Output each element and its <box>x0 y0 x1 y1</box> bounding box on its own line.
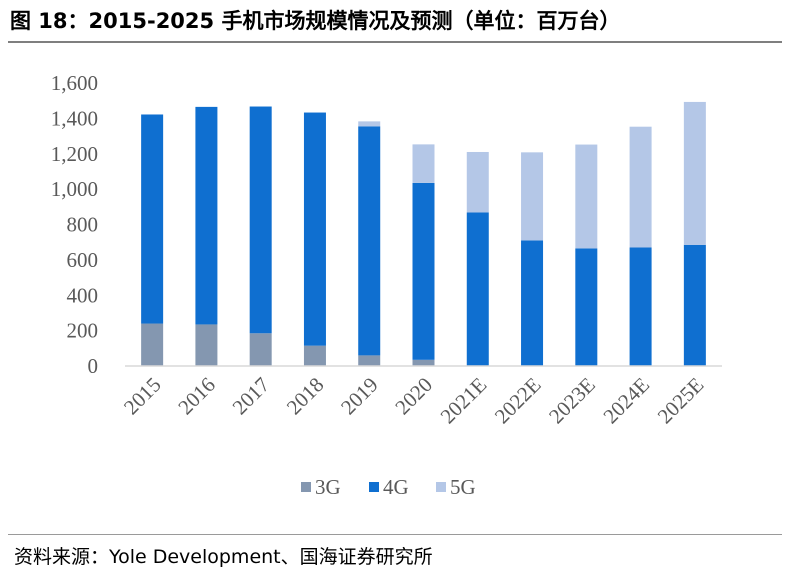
bar-4G-2025E <box>683 244 706 366</box>
bar-5G-2019 <box>358 121 381 127</box>
source-note: 资料来源：Yole Development、国海证券研究所 <box>14 546 433 568</box>
legend-label-4G: 4G <box>383 475 409 499</box>
bar-4G-2016 <box>195 106 218 325</box>
legend-label-3G: 3G <box>315 475 341 499</box>
bar-3G-2018 <box>303 345 326 366</box>
bar-3G-2016 <box>195 324 218 366</box>
y-tick-label: 1,000 <box>51 177 98 201</box>
bar-4G-2023E <box>575 248 598 366</box>
x-tick-label: 2019 <box>336 373 383 420</box>
bar-4G-2019 <box>358 126 381 356</box>
x-axis-ticks: 2015 2016 2017 2018 2019 20202021E2022E2023E2… <box>119 373 708 429</box>
x-tick-label: 2025E <box>653 373 709 429</box>
x-tick-label: 2023E <box>544 373 600 429</box>
bar-4G-2022E <box>521 240 544 366</box>
legend: 3G 4G 5G <box>301 475 476 499</box>
bar-4G-2021E <box>466 212 489 366</box>
bar-5G-2020 <box>412 144 435 183</box>
y-tick-label: 400 <box>67 283 99 307</box>
y-tick-label: 600 <box>67 248 99 272</box>
y-tick-label: 1,400 <box>51 106 98 130</box>
legend-label-5G: 5G <box>450 475 476 499</box>
y-tick-label: 800 <box>67 213 99 237</box>
bar-3G-2019 <box>358 355 381 366</box>
title-divider <box>8 41 782 43</box>
x-tick-label: 2015 <box>119 373 166 420</box>
source-divider <box>8 534 782 535</box>
legend-swatch-4G <box>369 482 379 492</box>
bars-layer <box>141 101 706 366</box>
y-tick-label: 200 <box>67 319 99 343</box>
chart-title: 图 18：2015-2025 手机市场规模情况及预测（单位：百万台） <box>10 9 621 33</box>
y-tick-label: 0 <box>88 354 99 378</box>
legend-swatch-5G <box>436 482 446 492</box>
bar-4G-2018 <box>303 112 326 346</box>
y-tick-label: 1,600 <box>51 71 98 95</box>
bar-4G-2015 <box>141 114 164 324</box>
bar-3G-2020 <box>412 359 435 366</box>
x-tick-label: 2021E <box>436 373 492 429</box>
x-tick-label: 2020 <box>390 373 437 420</box>
bar-5G-2025E <box>683 101 706 245</box>
bar-4G-2024E <box>629 247 652 366</box>
bar-3G-2015 <box>141 323 164 366</box>
y-axis-ticks: 0 200 400 600 800 1,000 1,200 1,400 1,600 <box>51 71 98 378</box>
x-tick-label: 2016 <box>173 373 220 420</box>
bar-5G-2022E <box>521 152 544 241</box>
x-tick-label: 2018 <box>282 373 329 420</box>
x-tick-label: 2022E <box>490 373 546 429</box>
bar-3G-2017 <box>249 333 272 366</box>
x-tick-label: 2024E <box>598 373 654 429</box>
legend-swatch-3G <box>301 482 311 492</box>
bar-4G-2020 <box>412 182 435 360</box>
bar-5G-2023E <box>575 144 598 249</box>
bar-5G-2021E <box>466 151 489 213</box>
x-tick-label: 2017 <box>228 373 275 420</box>
bar-5G-2024E <box>629 126 652 248</box>
bar-4G-2017 <box>249 106 272 334</box>
y-tick-label: 1,200 <box>51 142 98 166</box>
